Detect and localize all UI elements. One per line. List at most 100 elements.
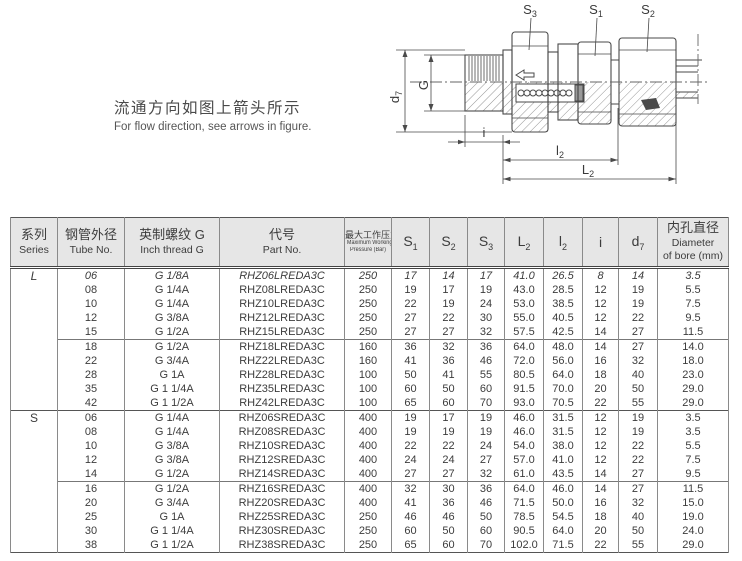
cell-col1: 16 [57, 481, 125, 496]
cell-col2: G 1/2A [124, 467, 220, 482]
cell-col3: RHZ42LREDA3C [219, 396, 345, 411]
cell-col3: RHZ06SREDA3C [219, 410, 345, 425]
col-header-3: 代号 Part No. [219, 217, 345, 269]
cell-col2: G 3/4A [124, 354, 220, 368]
cell-col11: 32 [618, 496, 658, 510]
check-valve-spring [515, 83, 585, 103]
cell-col7: 60 [467, 382, 505, 396]
cell-col1: 08 [57, 283, 125, 297]
cell-col12: 11.5 [657, 325, 729, 340]
cell-col4: 250 [344, 297, 392, 311]
cell-col9: 54.5 [543, 510, 583, 524]
cell-col5: 24 [391, 453, 430, 467]
cell-col2: G 1/4A [124, 297, 220, 311]
cell-col12: 7.5 [657, 297, 729, 311]
cell-col2: G 3/8A [124, 311, 220, 325]
cell-col7: 55 [467, 368, 505, 382]
cell-col4: 400 [344, 467, 392, 482]
series-label: L [10, 267, 58, 411]
cell-col12: 11.5 [657, 481, 729, 496]
cell-col6: 36 [429, 496, 468, 510]
cell-col1: 35 [57, 382, 125, 396]
cell-col8: 71.5 [504, 496, 544, 510]
cell-col4: 400 [344, 453, 392, 467]
cell-col10: 14 [582, 339, 619, 354]
col-header-7: S3 [467, 217, 505, 269]
thread-lines [468, 56, 500, 81]
cell-col3: RHZ12LREDA3C [219, 311, 345, 325]
cell-col9: 71.5 [543, 538, 583, 553]
cell-col9: 38.5 [543, 297, 583, 311]
cell-col7: 24 [467, 439, 505, 453]
cell-col7: 36 [467, 339, 505, 354]
label-l2: l2 [556, 143, 564, 160]
table-row: 18 G 1/2A RHZ18LREDA3C 160 36 32 36 64.0 48.0 14 2… [11, 339, 729, 354]
cell-col4: 400 [344, 425, 392, 439]
cell-col9: 41.0 [543, 453, 583, 467]
cell-col12: 7.5 [657, 453, 729, 467]
technical-drawing: S3 S1 S2 d7 G i l2 L2 [387, 0, 742, 210]
cell-col6: 24 [429, 453, 468, 467]
cell-col8: 80.5 [504, 368, 544, 382]
cell-col9: 70.5 [543, 396, 583, 411]
center-lines [410, 34, 710, 104]
cell-col11: 40 [618, 510, 658, 524]
cell-col2: G 1/2A [124, 325, 220, 340]
cell-col1: 22 [57, 354, 125, 368]
cell-col8: 46.0 [504, 425, 544, 439]
hex-s1 [577, 41, 612, 125]
cell-col9: 42.5 [543, 325, 583, 340]
cell-col12: 3.5 [657, 425, 729, 439]
col-header-2: 英制螺纹 G Inch thread G [124, 217, 220, 269]
cell-col10: 18 [582, 510, 619, 524]
series-label: S [10, 410, 58, 553]
cell-col6: 22 [429, 439, 468, 453]
cell-col8: 46.0 [504, 410, 544, 425]
cell-col6: 36 [429, 354, 468, 368]
flow-note-chinese: 流通方向如图上箭头所示 [114, 100, 302, 117]
cell-col9: 38.0 [543, 439, 583, 453]
cell-col11: 22 [618, 311, 658, 325]
cell-col5: 17 [391, 267, 430, 283]
cell-col7: 19 [467, 425, 505, 439]
cell-col2: G 3/8A [124, 439, 220, 453]
cell-col3: RHZ25SREDA3C [219, 510, 345, 524]
cell-col3: RHZ10LREDA3C [219, 297, 345, 311]
cell-col8: 102.0 [504, 538, 544, 553]
table-row: 14 G 1/2A RHZ14SREDA3C 400 27 27 32 61.0 43.5 14 2… [11, 467, 729, 482]
cell-col10: 12 [582, 439, 619, 453]
cell-col12: 15.0 [657, 496, 729, 510]
cell-col4: 250 [344, 311, 392, 325]
cell-col7: 36 [467, 481, 505, 496]
cell-col10: 12 [582, 410, 619, 425]
cell-col8: 43.0 [504, 283, 544, 297]
cell-col10: 22 [582, 538, 619, 553]
cell-col5: 36 [391, 339, 430, 354]
cell-col7: 70 [467, 538, 505, 553]
cell-col12: 3.5 [657, 267, 729, 283]
cell-col9: 40.5 [543, 311, 583, 325]
cell-col4: 250 [344, 524, 392, 538]
cell-col5: 27 [391, 311, 430, 325]
cell-col12: 29.0 [657, 382, 729, 396]
cell-col11: 22 [618, 453, 658, 467]
cell-col11: 50 [618, 524, 658, 538]
cell-col1: 12 [57, 311, 125, 325]
cell-col12: 14.0 [657, 339, 729, 354]
cell-col8: 57.0 [504, 453, 544, 467]
cell-col11: 55 [618, 538, 658, 553]
cell-col11: 19 [618, 297, 658, 311]
cell-col7: 46 [467, 354, 505, 368]
cell-col12: 9.5 [657, 311, 729, 325]
cell-col5: 27 [391, 467, 430, 482]
cell-col5: 41 [391, 496, 430, 510]
cell-col8: 64.0 [504, 481, 544, 496]
label-s1: S1 [589, 2, 603, 19]
seal-ring [641, 98, 660, 110]
cell-col6: 41 [429, 368, 468, 382]
cell-col2: G 1A [124, 510, 220, 524]
cell-col10: 22 [582, 396, 619, 411]
cell-col12: 5.5 [657, 283, 729, 297]
